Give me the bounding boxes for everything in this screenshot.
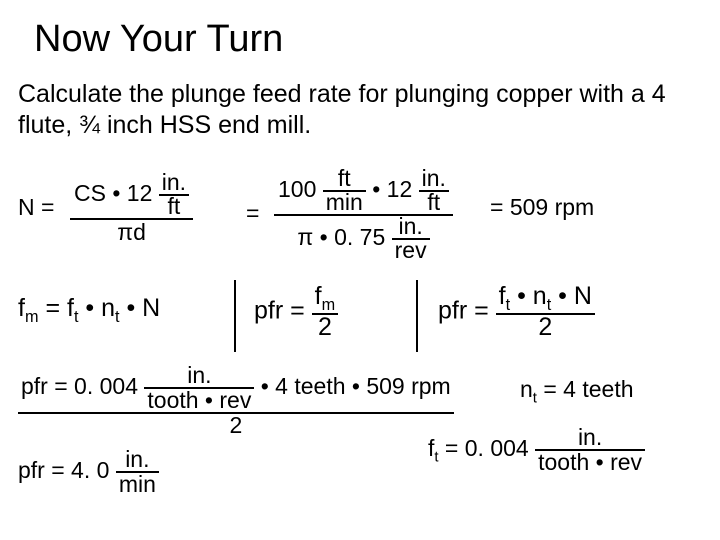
cs-text: CS • [74, 180, 120, 206]
pi-075: π • 0. 75 [297, 224, 385, 250]
n-text: n [520, 376, 533, 402]
pi-d: πd [70, 220, 193, 244]
f-num2: f [499, 282, 506, 310]
u-in2: in. [116, 448, 159, 473]
dot-N2: • N [551, 282, 592, 310]
pfr-pre: pfr = [254, 297, 312, 325]
frac-left: CS • 12 in. ft πd [70, 172, 193, 244]
eq-ft: = f [39, 294, 74, 322]
ft-004: = 0. 004 [439, 435, 536, 461]
dot-nt2: • n [510, 282, 547, 310]
pfr-pre2: pfr = [438, 297, 496, 325]
pfr-40: pfr = 4. 0 [18, 457, 116, 483]
unit-in-3: in. [392, 216, 430, 240]
unit-ft: ft [159, 196, 189, 218]
dot-N: • N [120, 294, 161, 322]
div-2: 2 [18, 414, 454, 437]
den-2b: 2 [496, 315, 595, 340]
unit-min: min [323, 192, 366, 214]
f-num: f [315, 282, 322, 310]
result-509: = 509 rpm [490, 194, 594, 221]
unit-rev: rev [392, 240, 430, 262]
u-rev: rev [219, 387, 251, 413]
den-2: 2 [312, 315, 339, 340]
u-in3: in. [535, 426, 645, 451]
formula-pfr-fm: pfr = fm2 [254, 284, 338, 340]
equation-N: N = CS • 12 in. ft πd = 100 [18, 168, 702, 268]
note-ft: ft = 0. 004 in.tooth • rev [428, 426, 645, 474]
math-area: N = CS • 12 in. ft πd = 100 [18, 168, 702, 268]
sub-m: m [25, 308, 39, 326]
note-nt: nt = 4 teeth [520, 376, 634, 407]
slide-title: Now Your Turn [0, 0, 720, 61]
unit-ft-3: ft [419, 192, 449, 214]
nt-val: = 4 teeth [537, 376, 634, 402]
u-in: in. [144, 364, 254, 389]
formula-fm: fm = ft • nt • N [18, 294, 160, 327]
N-label: N = [18, 194, 54, 221]
dot-1: • [372, 176, 386, 202]
pfr-004: pfr = 0. 004 [21, 373, 144, 399]
formula-pfr-full: pfr = ft • nt • N2 [438, 284, 595, 340]
u-toothrev: tooth • rev [535, 451, 645, 474]
divider-2 [416, 280, 418, 352]
prompt-text: Calculate the plunge feed rate for plung… [0, 61, 720, 142]
equals-1: = [246, 200, 259, 227]
sub-m2: m [322, 296, 336, 314]
u-min: min [116, 473, 159, 496]
u-tooth: tooth [147, 387, 198, 413]
f-text: f [18, 294, 25, 322]
pfr-result: pfr = 4. 0 in.min [18, 448, 159, 496]
pfr-substituted: pfr = 0. 004 in.tooth • rev • 4 teeth • … [18, 364, 454, 437]
dot-nt: • n [78, 294, 115, 322]
u-dot: • [199, 387, 220, 413]
frac-right: 100 ft min • 12 in. ft π • 0. 75 in [274, 168, 453, 261]
pfr-mid: • 4 teeth • 509 rpm [254, 373, 450, 399]
three-formulas: fm = ft • nt • N pfr = fm2 pfr = ft • nt… [18, 284, 702, 354]
val-100: 100 [278, 176, 316, 202]
divider-1 [234, 280, 236, 352]
val-12b: 12 [387, 176, 413, 202]
twelve: 12 [127, 180, 153, 206]
